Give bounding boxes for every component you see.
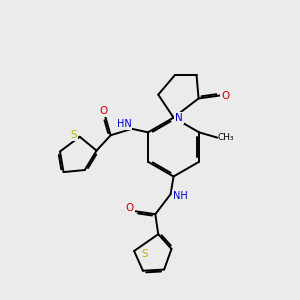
Text: O: O [100, 106, 108, 116]
Text: N: N [175, 113, 183, 123]
Text: S: S [70, 130, 76, 140]
Text: CH₃: CH₃ [218, 133, 235, 142]
Text: HN: HN [116, 119, 131, 129]
Text: NH: NH [173, 190, 188, 201]
Text: O: O [125, 203, 134, 213]
Text: O: O [221, 91, 229, 100]
Text: S: S [141, 249, 148, 259]
